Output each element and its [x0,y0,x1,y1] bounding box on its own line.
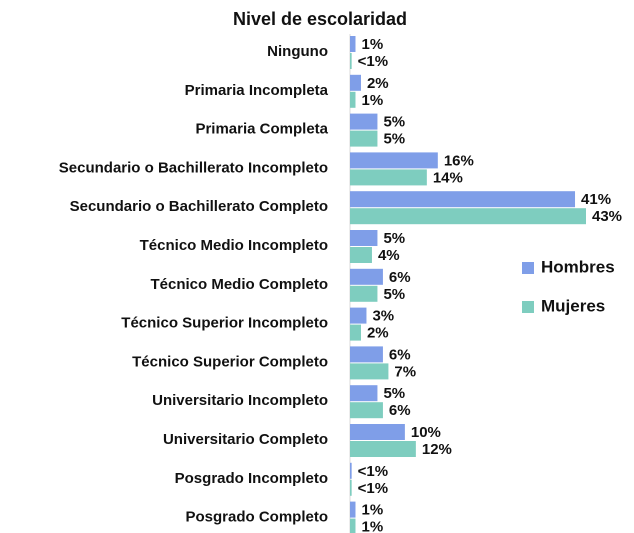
bar [350,324,361,341]
category-label: Secundario o Bachillerato Completo [70,198,328,215]
value-label: 43% [592,208,622,225]
value-label: 3% [372,308,394,325]
value-label: 12% [422,441,452,458]
bar [350,268,383,285]
category-label: Primaria Completa [195,121,328,138]
value-label: 6% [389,269,411,286]
category-label: Posgrado Incompleto [175,470,328,487]
value-label: 1% [361,519,383,533]
chart-title: Nivel de escolaridad [233,9,407,29]
value-label: 6% [389,346,411,363]
value-label: 10% [411,424,441,441]
category-label: Universitario Completo [163,431,328,448]
value-label: 16% [444,152,474,169]
category-label: Universitario Incompleto [152,392,328,409]
bar [350,53,352,69]
bar [350,152,438,169]
value-label: 41% [581,191,611,208]
bar [350,91,356,108]
value-label: 2% [367,325,389,342]
bar [350,462,352,479]
legend-swatch [522,301,534,313]
legend-swatch [522,262,534,274]
category-label: Secundario o Bachillerato Incompleto [59,159,328,176]
bar [350,479,352,496]
category-label: Posgrado Completo [185,509,328,526]
bar [350,247,372,263]
value-label: 6% [389,402,411,419]
legend-label: Hombres [541,257,615,276]
value-label: 14% [433,169,463,186]
bar [350,441,416,457]
category-label: Técnico Medio Completo [150,276,328,293]
bar [350,424,405,440]
bar [350,36,356,52]
bar [350,346,383,363]
value-label: 2% [367,75,389,92]
value-label: 5% [383,230,405,247]
bar [350,518,356,533]
bar [350,208,586,225]
value-label: 5% [383,114,405,131]
value-label: <1% [358,463,388,480]
value-label: <1% [358,480,388,497]
bar [350,130,378,147]
value-label: 1% [361,36,383,53]
legend-label: Mujeres [541,296,605,315]
value-label: 5% [383,131,405,148]
value-label: 1% [361,92,383,109]
bar [350,307,367,324]
category-label: Técnico Superior Incompleto [121,315,328,332]
bar [350,363,389,380]
value-label: 4% [378,247,400,264]
bar [350,285,378,302]
bar [350,169,427,186]
bar [350,230,378,246]
category-label: Primaria Incompleta [185,82,329,99]
category-label: Técnico Medio Incompleto [140,237,328,254]
value-label: <1% [358,53,388,70]
bar [350,191,576,208]
bar [350,74,361,91]
value-label: 5% [383,286,405,303]
bar [350,385,378,402]
bar [350,402,383,419]
bar [350,501,356,518]
category-label: Técnico Superior Completo [132,353,328,370]
value-label: 7% [394,363,416,380]
bar [350,113,378,130]
value-label: 1% [361,502,383,519]
category-label: Ninguno [267,43,328,60]
value-label: 5% [383,385,405,402]
